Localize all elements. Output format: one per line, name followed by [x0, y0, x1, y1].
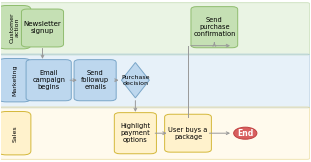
Text: Newsletter
signup: Newsletter signup [24, 22, 61, 35]
FancyBboxPatch shape [0, 58, 31, 102]
FancyBboxPatch shape [165, 114, 211, 152]
FancyBboxPatch shape [114, 113, 156, 154]
FancyBboxPatch shape [21, 9, 63, 47]
FancyBboxPatch shape [26, 60, 71, 101]
Text: End: End [237, 129, 253, 138]
Text: Send
followup
emails: Send followup emails [81, 70, 109, 90]
Text: Marketing: Marketing [12, 64, 17, 96]
FancyBboxPatch shape [74, 60, 116, 101]
FancyBboxPatch shape [0, 111, 31, 155]
Text: Sales: Sales [12, 125, 17, 142]
FancyBboxPatch shape [0, 3, 310, 55]
Polygon shape [121, 63, 149, 98]
Text: Send
purchase
confirmation: Send purchase confirmation [193, 17, 235, 37]
FancyBboxPatch shape [191, 7, 238, 48]
Circle shape [234, 127, 257, 139]
FancyBboxPatch shape [0, 107, 310, 159]
Text: User buys a
package: User buys a package [168, 127, 208, 140]
Text: Purchase
decision: Purchase decision [121, 75, 150, 86]
Text: Email
campaign
begins: Email campaign begins [32, 70, 65, 90]
Text: Highlight
payment
options: Highlight payment options [120, 123, 151, 143]
FancyBboxPatch shape [0, 54, 310, 108]
Text: Customer
action: Customer action [9, 12, 20, 42]
FancyBboxPatch shape [0, 6, 31, 49]
